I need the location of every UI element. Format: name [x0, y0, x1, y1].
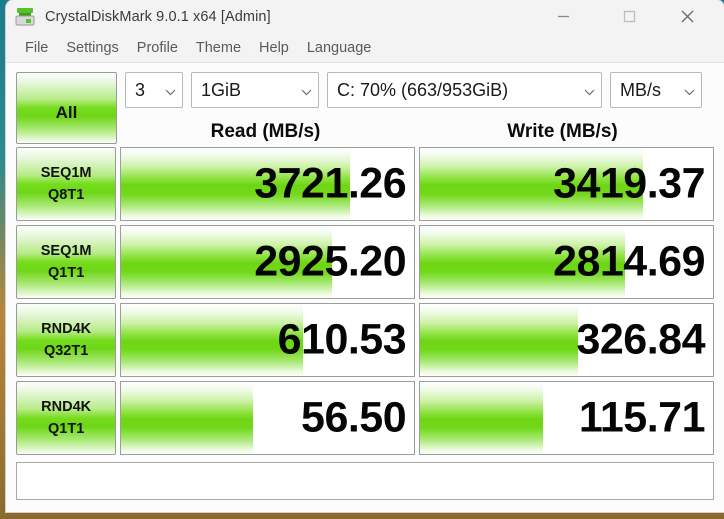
chevron-down-icon: [165, 80, 176, 101]
result-write-seq1m-q1t1: 2814.69: [419, 225, 714, 299]
main-content: All 3 1GiB C: 70% (663/953GiB): [6, 63, 724, 512]
chevron-down-icon: [684, 80, 695, 101]
chevron-down-icon: [301, 80, 312, 101]
run-count-dropdown[interactable]: 3: [125, 72, 183, 108]
run-count-value: 3: [135, 79, 146, 100]
crystaldiskmark-icon: [14, 6, 36, 28]
table-row: RND4K Q32T1 610.53 326.84: [16, 303, 714, 377]
status-bar: [16, 462, 714, 500]
unit-value: MB/s: [620, 79, 662, 100]
test-label-line2: Q32T1: [43, 343, 89, 359]
test-label-line2: Q8T1: [48, 187, 85, 203]
test-label-line2: Q1T1: [48, 421, 85, 437]
test-button-rnd4k-q1t1[interactable]: RND4K Q1T1: [16, 381, 117, 455]
result-value: 2925.20: [254, 237, 407, 286]
run-all-button[interactable]: All: [16, 72, 117, 144]
test-label-line2: Q1T1: [48, 265, 85, 281]
result-read-rnd4k-q1t1: 56.50: [120, 381, 416, 455]
test-label-line1: SEQ1M: [40, 164, 92, 181]
menu-bar: File Settings Profile Theme Help Languag…: [6, 33, 724, 63]
column-headers: Read (MB/s) Write (MB/s): [16, 116, 714, 147]
test-label-line1: RND4K: [41, 398, 92, 415]
drive-dropdown[interactable]: C: 70% (663/953GiB): [327, 72, 602, 108]
close-icon[interactable]: [664, 0, 710, 33]
result-bar-fill: [420, 226, 626, 298]
result-value: 115.71: [578, 393, 706, 442]
unit-dropdown[interactable]: MB/s: [610, 72, 702, 108]
result-bar-fill: [121, 304, 303, 376]
menu-item-help[interactable]: Help: [259, 39, 289, 56]
chevron-down-icon: [584, 80, 595, 101]
menu-item-profile[interactable]: Profile: [136, 39, 178, 56]
test-button-seq1m-q8t1[interactable]: SEQ1M Q8T1: [16, 147, 117, 221]
menu-item-file[interactable]: File: [25, 39, 49, 56]
result-read-rnd4k-q32t1: 610.53: [120, 303, 416, 377]
result-bar-fill: [121, 148, 350, 220]
application-window: CrystalDiskMark 9.0.1 x64 [Admin] File S…: [6, 0, 724, 512]
toolbar: All 3 1GiB C: 70% (663/953GiB): [16, 72, 714, 144]
results-grid: SEQ1M Q8T1 3721.26 3419.37 SEQ1M Q1T1: [16, 147, 714, 455]
result-write-rnd4k-q1t1: 115.71: [419, 381, 714, 455]
test-button-seq1m-q1t1[interactable]: SEQ1M Q1T1: [16, 225, 117, 299]
menu-item-language[interactable]: Language: [306, 39, 372, 56]
table-row: SEQ1M Q8T1 3721.26 3419.37: [16, 147, 714, 221]
column-header-read: Read (MB/s): [210, 120, 321, 142]
menu-item-theme[interactable]: Theme: [195, 39, 242, 56]
test-label-line1: SEQ1M: [40, 242, 92, 259]
table-row: RND4K Q1T1 56.50 115.71: [16, 381, 714, 455]
result-value: 2814.69: [553, 237, 705, 286]
result-bar-fill: [420, 148, 643, 220]
result-bar-fill: [121, 382, 254, 454]
result-read-seq1m-q1t1: 2925.20: [120, 225, 416, 299]
result-value: 610.53: [277, 315, 407, 364]
title-bar: CrystalDiskMark 9.0.1 x64 [Admin]: [6, 0, 724, 33]
result-value: 56.50: [301, 393, 407, 442]
test-button-rnd4k-q32t1[interactable]: RND4K Q32T1: [16, 303, 117, 377]
result-bar-fill: [121, 226, 333, 298]
test-size-value: 1GiB: [201, 79, 242, 100]
result-value: 3721.26: [254, 159, 407, 208]
column-header-write: Write (MB/s): [507, 120, 618, 142]
result-bar-fill: [420, 304, 579, 376]
result-write-seq1m-q8t1: 3419.37: [419, 147, 714, 221]
result-value: 3419.37: [553, 159, 705, 208]
result-value: 326.84: [576, 315, 705, 364]
minimize-icon[interactable]: [540, 0, 586, 33]
result-write-rnd4k-q32t1: 326.84: [419, 303, 714, 377]
drive-value: C: 70% (663/953GiB): [337, 79, 509, 100]
table-row: SEQ1M Q1T1 2925.20 2814.69: [16, 225, 714, 299]
test-size-dropdown[interactable]: 1GiB: [191, 72, 319, 108]
window-title: CrystalDiskMark 9.0.1 x64 [Admin]: [45, 8, 271, 25]
maximize-icon[interactable]: [606, 0, 652, 33]
menu-item-settings[interactable]: Settings: [66, 39, 119, 56]
result-bar-fill: [420, 382, 544, 454]
result-read-seq1m-q8t1: 3721.26: [120, 147, 416, 221]
test-label-line1: RND4K: [41, 320, 92, 337]
